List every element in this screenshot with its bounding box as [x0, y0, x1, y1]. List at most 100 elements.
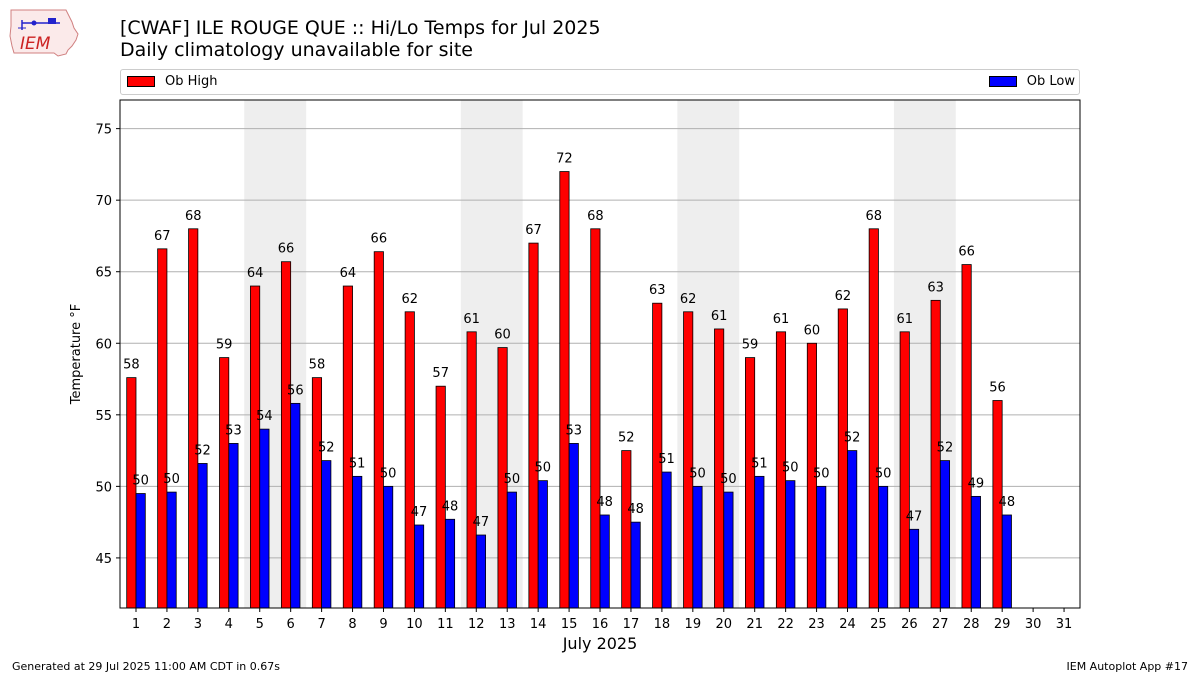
x-tick-label: 3: [194, 617, 202, 632]
x-tick-label: 23: [808, 617, 825, 632]
bar-low: [228, 443, 239, 609]
bar-label-low: 51: [751, 456, 768, 471]
y-tick-label: 45: [95, 552, 112, 567]
bars: [126, 171, 1012, 609]
legend-item-high: Ob High: [127, 74, 218, 89]
bar-label-low: 50: [504, 472, 521, 487]
x-axis-ticks: 1 2 3 4 5 6 7 8 9 10 11 12 13 14 15 16 17 18 19 20 21 22 23 24 2…: [132, 608, 1072, 632]
bar-low: [816, 485, 827, 609]
bar-label-low: 52: [937, 441, 954, 456]
bar-high: [342, 285, 353, 609]
bar-label-high: 61: [896, 312, 913, 327]
bar-low: [692, 485, 703, 609]
footer-generated: Generated at 29 Jul 2025 11:00 AM CDT in…: [12, 660, 280, 673]
bar-label-low: 52: [844, 431, 861, 446]
bar-label-high: 64: [247, 266, 264, 281]
legend-item-low: Ob Low: [988, 74, 1075, 89]
bar-label-high: 57: [432, 366, 449, 381]
bar-low: [939, 460, 951, 609]
x-tick-label: 15: [561, 617, 578, 632]
bar-label-low: 51: [658, 452, 675, 467]
bar-label-high: 72: [556, 152, 573, 167]
bar-low: [970, 495, 981, 609]
bar-label-high: 61: [463, 312, 480, 327]
bar-high: [435, 385, 446, 609]
chart-title-line2: Daily climatology unavailable for site: [120, 39, 473, 61]
iem-logo: IEM: [8, 6, 80, 58]
x-tick-label: 2: [163, 617, 171, 632]
y-tick-label: 50: [95, 480, 112, 495]
bar-high: [590, 228, 601, 609]
bar-high: [126, 377, 137, 609]
y-tick-label: 55: [95, 409, 112, 424]
bar-label-high: 64: [340, 266, 357, 281]
y-tick-label: 65: [95, 266, 112, 281]
x-tick-label: 7: [317, 617, 325, 632]
bar-label-high: 52: [618, 431, 635, 446]
legend-label-low: Ob Low: [1026, 74, 1075, 89]
bar-label-low: 50: [380, 466, 397, 481]
footer-app: IEM Autoplot App #17: [1066, 660, 1189, 673]
x-tick-label: 12: [468, 617, 485, 632]
legend: Ob High Ob Low: [120, 69, 1080, 95]
bar-label-low: 47: [906, 509, 923, 524]
bar-label-low: 48: [442, 499, 459, 514]
bar-low: [568, 443, 579, 609]
bar-label-high: 68: [185, 209, 202, 224]
bar-low: [475, 534, 486, 609]
bar-label-high: 68: [866, 209, 883, 224]
x-tick-label: 18: [654, 617, 671, 632]
bar-label-low: 53: [565, 423, 582, 438]
chart-title-line1: [CWAF] ILE ROUGE QUE :: Hi/Lo Temps for …: [120, 17, 601, 39]
bar-label-high: 61: [711, 309, 728, 324]
bar-label-low: 50: [132, 474, 149, 489]
bar-label-low: 48: [999, 495, 1016, 510]
bar-label-low: 52: [318, 441, 335, 456]
bar-low: [754, 475, 765, 609]
x-tick-label: 24: [839, 617, 856, 632]
bar-high: [683, 311, 694, 609]
bar-low: [537, 480, 548, 609]
bar-label-high: 66: [278, 242, 295, 257]
bar-label-low: 56: [287, 383, 304, 398]
x-tick-label: 16: [592, 617, 609, 632]
bar-label-high: 62: [835, 289, 852, 304]
bar-label-high: 58: [309, 358, 326, 373]
x-tick-label: 26: [901, 617, 918, 632]
x-tick-label: 5: [256, 617, 264, 632]
x-tick-label: 21: [746, 617, 763, 632]
x-tick-label: 9: [379, 617, 387, 632]
x-tick-label: 25: [870, 617, 887, 632]
bar-label-high: 61: [773, 312, 790, 327]
bar-label-high: 59: [742, 338, 759, 353]
x-tick-label: 10: [406, 617, 423, 632]
legend-label-high: Ob High: [165, 74, 218, 89]
x-tick-label: 20: [715, 617, 732, 632]
y-axis-ticks: 45 50 55 60 65 70 75: [95, 123, 120, 567]
bar-low: [352, 475, 363, 609]
bar-low: [135, 493, 146, 609]
bar-label-low: 50: [689, 466, 706, 481]
bar-high: [559, 171, 570, 609]
bar-value-labels: 58 50 67 50 68 52 59 53 64 54 66 56 58 52 64 51 66 50 62 47…: [123, 152, 1015, 530]
x-tick-label: 19: [685, 617, 702, 632]
bar-label-low: 48: [627, 502, 644, 517]
bar-high: [373, 251, 384, 609]
x-axis-label: July 2025: [562, 634, 638, 653]
bar-high: [250, 285, 261, 609]
bar-low: [723, 491, 734, 609]
bar-label-high: 56: [989, 381, 1006, 396]
legend-swatch-high: [127, 76, 155, 87]
bar-label-high: 67: [154, 229, 171, 244]
x-tick-label: 28: [963, 617, 980, 632]
bar-high: [219, 357, 230, 609]
bar-high: [745, 357, 756, 609]
bar-label-low: 50: [720, 472, 737, 487]
bar-low: [383, 485, 394, 609]
x-tick-label: 1: [132, 617, 140, 632]
bar-label-high: 68: [587, 209, 604, 224]
bar-low: [290, 402, 301, 609]
legend-swatch-low: [988, 76, 1017, 87]
bar-high: [837, 308, 848, 609]
